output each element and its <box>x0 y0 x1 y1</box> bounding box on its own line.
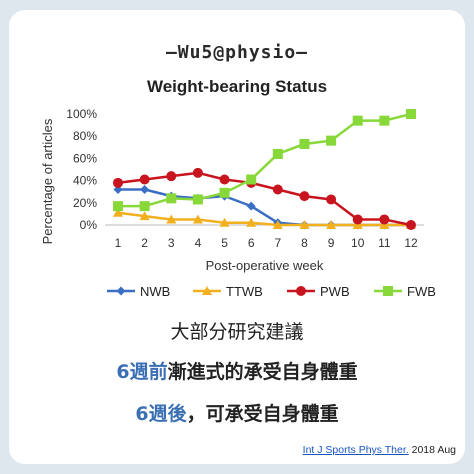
data-point-pwb <box>326 194 337 205</box>
data-point-ttwb <box>352 220 363 229</box>
data-point-pwb <box>219 174 230 185</box>
y-tick-label: 80% <box>73 129 97 143</box>
data-point-ttwb <box>113 207 123 217</box>
after-6-weeks-text: ，可承受自身體重 <box>186 403 339 425</box>
data-point-ttwb <box>139 211 150 221</box>
x-tick-label: 5 <box>221 236 228 250</box>
data-point-fwb <box>113 201 123 212</box>
citation: Int J Sports Phys Ther. 2018 Aug <box>303 444 456 456</box>
data-point-fwb <box>166 193 177 204</box>
legend-marker-fwb <box>383 286 393 296</box>
data-point-nwb <box>246 201 256 211</box>
data-point-pwb <box>272 184 283 195</box>
data-point-ttwb <box>192 214 203 224</box>
y-tick-label: 0% <box>80 218 98 232</box>
data-point-ttwb <box>299 220 310 229</box>
line-chart: 0%20%40%60%80%100%1 2 3 4 5 6 7 8 9 10 11 12Post-op… <box>40 107 436 299</box>
x-tick-label: 9 <box>328 236 335 250</box>
data-point-ttwb <box>326 220 337 229</box>
before-6-weeks-text: 漸進式的承受自身體重 <box>167 361 358 383</box>
data-point-fwb <box>219 187 230 198</box>
x-tick-label: 10 <box>351 236 365 250</box>
data-point-fwb <box>299 138 310 149</box>
data-point-fwb <box>379 115 390 126</box>
data-point-pwb <box>139 174 150 185</box>
data-point-fwb <box>272 148 283 159</box>
legend-marker-pwb <box>296 286 306 296</box>
y-tick-label: 100% <box>66 107 97 121</box>
x-tick-label: 2 <box>141 236 148 250</box>
legend-marker-ttwb <box>202 286 212 295</box>
data-point-fwb <box>246 174 257 185</box>
data-point-pwb <box>379 214 390 225</box>
after-6-weeks-advice: 6週後，可承受自身體重 <box>0 399 474 426</box>
data-point-ttwb <box>219 217 230 227</box>
x-axis-label: Post-operative week <box>206 258 324 273</box>
legend-label-nwb: NWB <box>140 284 170 299</box>
data-point-ttwb <box>272 220 283 229</box>
legend-label-pwb: PWB <box>320 284 350 299</box>
x-tick-label: 1 <box>115 236 122 250</box>
y-axis-label: Percentage of articles <box>40 118 55 244</box>
data-point-ttwb <box>166 214 177 224</box>
brand-watermark: —Wu5@physio— <box>165 42 309 63</box>
data-point-pwb <box>166 171 177 182</box>
data-point-fwb <box>192 194 203 205</box>
x-tick-label: 6 <box>248 236 255 250</box>
data-point-ttwb <box>379 220 390 229</box>
citation-date: 2018 Aug <box>408 444 456 456</box>
legend-label-fwb: FWB <box>407 284 436 299</box>
data-point-ttwb <box>246 217 257 227</box>
y-tick-label: 20% <box>73 196 97 210</box>
data-point-fwb <box>406 109 416 119</box>
x-tick-label: 8 <box>301 236 308 250</box>
legend-marker-nwb <box>116 286 126 296</box>
data-point-fwb <box>326 135 337 146</box>
data-point-pwb <box>406 220 416 230</box>
citation-link[interactable]: Int J Sports Phys Ther. <box>302 444 409 456</box>
legend-label-ttwb: TTWB <box>226 284 263 299</box>
data-point-fwb <box>352 115 363 126</box>
data-point-fwb <box>139 201 150 212</box>
x-tick-label: 12 <box>404 236 418 250</box>
after-6-weeks-label: 6週後 <box>135 403 187 425</box>
data-point-pwb <box>352 214 363 225</box>
before-6-weeks-label: 6週前 <box>116 361 168 383</box>
data-point-pwb <box>113 177 123 188</box>
card-frame <box>9 10 465 464</box>
series-line-fwb <box>118 112 412 208</box>
data-point-pwb <box>192 167 203 178</box>
data-point-nwb <box>140 184 150 194</box>
chart-title: Weight-bearing Status <box>146 77 328 96</box>
before-6-weeks-advice: 6週前漸進式的承受自身體重 <box>0 357 474 384</box>
x-tick-label: 4 <box>195 236 202 250</box>
x-tick-label: 7 <box>274 236 281 250</box>
y-tick-label: 40% <box>73 174 97 188</box>
data-point-pwb <box>299 191 310 202</box>
x-tick-label: 11 <box>378 236 391 250</box>
y-tick-label: 60% <box>73 151 97 165</box>
recommendation-heading: 大部分研究建議 <box>170 321 304 343</box>
x-tick-label: 3 <box>168 236 175 250</box>
series-line-ttwb <box>117 211 411 227</box>
